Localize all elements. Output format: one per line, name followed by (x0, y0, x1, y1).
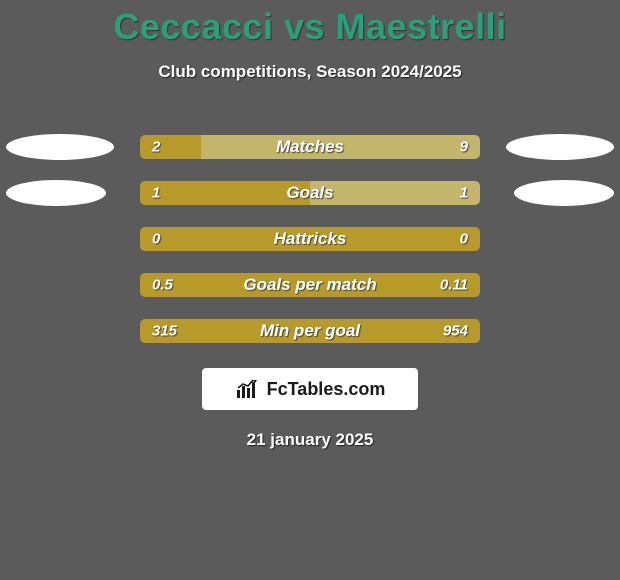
stat-value-right: 954 (443, 323, 468, 340)
stat-bar: 11Goals (140, 181, 480, 205)
stat-value-right: 0 (460, 231, 468, 248)
stat-value-left: 1 (152, 185, 160, 202)
stat-row: 0.50.11Goals per match (0, 262, 620, 308)
stat-value-right: 1 (460, 185, 468, 202)
stat-bar: 0.50.11Goals per match (140, 273, 480, 297)
bar-segment-left (140, 135, 201, 159)
subtitle: Club competitions, Season 2024/2025 (0, 62, 620, 82)
ellipse-left (6, 134, 114, 160)
player-right-name: Maestrelli (336, 6, 507, 47)
branding-badge[interactable]: FcTables.com (202, 368, 418, 410)
ellipse-right (514, 180, 614, 206)
chart-icon (235, 378, 261, 400)
stat-value-left: 0.5 (152, 277, 173, 294)
bar-segment-left (140, 227, 480, 251)
stat-value-left: 2 (152, 139, 160, 156)
comparison-card: Ceccacci vs Maestrelli Club competitions… (0, 0, 620, 580)
date: 21 january 2025 (0, 430, 620, 450)
ellipse-right (506, 134, 614, 160)
stat-row: 00Hattricks (0, 216, 620, 262)
bar-segment-left (140, 273, 480, 297)
stat-bar: 29Matches (140, 135, 480, 159)
ellipse-left (6, 180, 106, 206)
bar-segment-right (201, 135, 480, 159)
stats-rows: 29Matches11Goals00Hattricks0.50.11Goals … (0, 124, 620, 354)
bar-segment-left (140, 181, 310, 205)
branding-text: FcTables.com (267, 379, 386, 400)
stat-value-left: 315 (152, 323, 177, 340)
stat-value-right: 9 (460, 139, 468, 156)
player-left-name: Ceccacci (113, 6, 273, 47)
stat-bar: 00Hattricks (140, 227, 480, 251)
bar-segment-right (310, 181, 480, 205)
page-title: Ceccacci vs Maestrelli (0, 0, 620, 48)
stat-row: 315954Min per goal (0, 308, 620, 354)
stat-bar: 315954Min per goal (140, 319, 480, 343)
stat-value-right: 0.11 (440, 277, 468, 294)
bar-segment-left (140, 319, 480, 343)
vs-text: vs (274, 6, 336, 47)
stat-row: 11Goals (0, 170, 620, 216)
stat-row: 29Matches (0, 124, 620, 170)
stat-value-left: 0 (152, 231, 160, 248)
